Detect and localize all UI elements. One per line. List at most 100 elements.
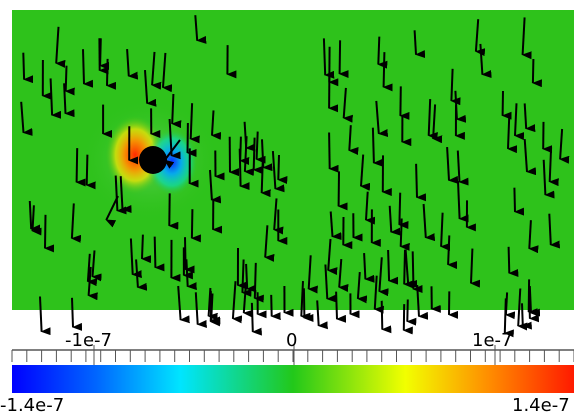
velocity-arrow bbox=[105, 195, 119, 228]
velocity-arrow bbox=[380, 300, 392, 334]
tick-label-pos: 1e-7 bbox=[472, 330, 513, 351]
velocity-arrow bbox=[404, 249, 418, 288]
velocity-arrow bbox=[194, 15, 207, 44]
velocity-arrow bbox=[153, 236, 165, 272]
velocity-arrow bbox=[106, 58, 117, 90]
velocity-arrow bbox=[338, 40, 349, 79]
velocity-arrow bbox=[335, 291, 347, 323]
velocity-arrow bbox=[185, 259, 197, 291]
velocity-arrow bbox=[388, 205, 401, 236]
velocity-arrow bbox=[85, 154, 96, 190]
velocity-arrow bbox=[91, 250, 102, 282]
tick-label-neg: -1e-7 bbox=[65, 330, 112, 351]
velocity-arrow bbox=[316, 300, 328, 330]
velocity-arrow bbox=[250, 302, 262, 336]
velocity-arrow bbox=[253, 262, 264, 303]
velocity-arrow bbox=[82, 49, 94, 88]
scalar-bar-max-label: 1.4e-7 bbox=[512, 395, 570, 416]
velocity-arrow bbox=[252, 137, 263, 175]
velocity-arrow bbox=[514, 103, 525, 141]
velocity-arrow bbox=[356, 272, 368, 304]
velocity-arrow bbox=[190, 209, 201, 243]
velocity-arrow bbox=[307, 255, 318, 294]
velocity-arrow bbox=[322, 38, 335, 79]
velocity-arrow bbox=[440, 212, 451, 251]
velocity-arrow bbox=[513, 187, 525, 216]
velocity-arrow bbox=[528, 220, 539, 254]
velocity-arrow bbox=[338, 259, 349, 292]
velocity-arrow bbox=[189, 103, 200, 144]
velocity-arrow bbox=[403, 249, 414, 289]
velocity-arrow bbox=[328, 132, 339, 173]
velocity-arrow bbox=[271, 151, 285, 193]
velocity-arrow bbox=[211, 110, 222, 140]
velocity-arrow bbox=[342, 87, 353, 123]
velocity-arrow bbox=[548, 213, 560, 249]
velocity-arrow bbox=[422, 203, 436, 242]
velocity-arrow bbox=[427, 99, 438, 140]
velocity-arrow bbox=[64, 65, 75, 96]
velocity-arrow bbox=[71, 297, 83, 331]
velocity-arrow bbox=[456, 150, 469, 186]
velocity-arrow bbox=[162, 52, 173, 93]
velocity-arrow bbox=[446, 147, 459, 184]
velocity-arrow bbox=[371, 127, 384, 167]
velocity-arrow bbox=[277, 154, 288, 185]
velocity-arrow bbox=[363, 253, 375, 283]
velocity-arrow bbox=[194, 292, 207, 328]
velocity-arrow bbox=[49, 78, 62, 119]
scalar-bar-min-label: -1.4e-7 bbox=[0, 395, 65, 416]
velocity-arrow bbox=[457, 181, 469, 223]
velocity-arrow bbox=[377, 36, 388, 69]
velocity-arrow bbox=[231, 281, 243, 324]
tick-label-zero: 0 bbox=[286, 330, 298, 351]
velocity-arrow bbox=[378, 257, 389, 297]
velocity-arrow bbox=[129, 238, 142, 279]
velocity-arrow bbox=[261, 139, 273, 172]
velocity-arrow bbox=[517, 288, 528, 331]
velocity-arrow bbox=[70, 203, 82, 243]
velocity-arrow bbox=[523, 103, 536, 133]
velocity-arrow bbox=[382, 52, 393, 92]
vector-glyphs bbox=[20, 15, 570, 338]
velocity-arrow bbox=[523, 139, 537, 176]
velocity-arrow bbox=[177, 285, 190, 324]
velocity-arrow bbox=[163, 139, 181, 169]
velocity-arrow bbox=[399, 218, 410, 251]
velocity-arrow bbox=[86, 253, 98, 287]
velocity-arrow bbox=[302, 288, 314, 322]
velocity-arrow bbox=[470, 248, 481, 288]
velocity-arrow bbox=[126, 49, 139, 80]
velocity-arrow bbox=[141, 234, 152, 264]
velocity-arrow bbox=[432, 104, 443, 144]
scalar-bar-ticks bbox=[11, 345, 574, 380]
scalar-bar[interactable] bbox=[11, 345, 574, 393]
velocity-arrow bbox=[327, 238, 338, 276]
velocity-arrow bbox=[528, 289, 540, 323]
velocity-arrow bbox=[264, 225, 275, 262]
velocity-arrow bbox=[114, 175, 127, 215]
velocity-arrow bbox=[521, 303, 532, 330]
velocity-arrow bbox=[28, 200, 41, 233]
velocity-arrow bbox=[210, 293, 221, 327]
velocity-arrow bbox=[365, 191, 376, 225]
velocity-arrow bbox=[375, 100, 389, 138]
velocity-arrow bbox=[415, 163, 427, 202]
velocity-arrow bbox=[360, 154, 371, 191]
velocity-arrow bbox=[22, 52, 34, 84]
velocity-arrow bbox=[75, 148, 86, 187]
velocity-arrow bbox=[55, 26, 66, 68]
velocity-arrow bbox=[329, 211, 342, 241]
velocity-arrow bbox=[243, 121, 256, 152]
velocity-arrow bbox=[119, 176, 132, 214]
velocity-arrow bbox=[507, 114, 518, 154]
velocity-arrow bbox=[144, 70, 157, 107]
velocity-arrow bbox=[474, 19, 486, 57]
velocity-arrow bbox=[387, 249, 399, 285]
velocity-arrow bbox=[238, 148, 250, 191]
velocity-arrow bbox=[255, 131, 266, 164]
velocity-arrow bbox=[373, 275, 385, 314]
velocity-arrow bbox=[241, 259, 252, 297]
